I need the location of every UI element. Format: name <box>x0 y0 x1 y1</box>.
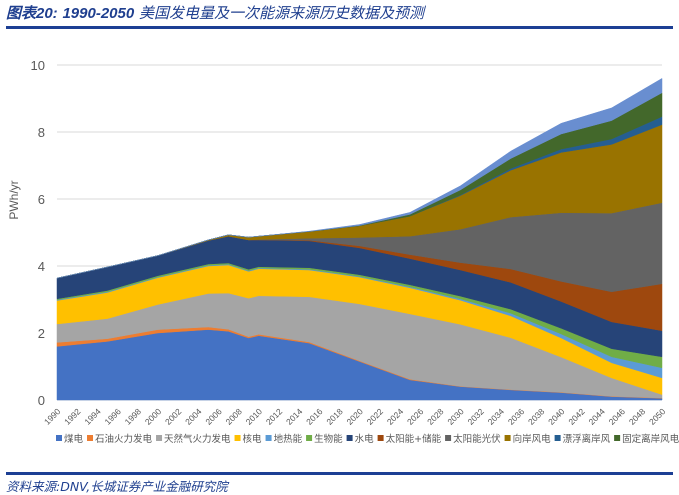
x-tick-label: 2004 <box>183 406 204 427</box>
legend-label: 天然气火力发电 <box>164 433 231 445</box>
chart-title: 图表20: 1990-2050 美国发电量及一次能源来源历史数据及预测 <box>6 2 424 23</box>
legend-label: 生物能 <box>314 433 343 445</box>
legend-label: 地热能 <box>274 433 303 445</box>
x-tick-label: 2038 <box>526 406 547 427</box>
x-tick-label: 2018 <box>324 406 345 427</box>
x-tick-label: 2002 <box>163 406 184 427</box>
title-divider <box>6 26 673 29</box>
x-tick-label: 2042 <box>566 406 587 427</box>
x-tick-label: 2010 <box>244 406 265 427</box>
x-tick-label: 2050 <box>647 406 668 427</box>
legend-swatch <box>346 435 353 441</box>
y-tick-label: 6 <box>38 192 45 207</box>
title-range: 1990-2050 <box>62 5 135 22</box>
x-tick-label: 1990 <box>42 406 63 427</box>
y-tick-label: 0 <box>38 393 45 408</box>
legend-swatch <box>377 435 384 441</box>
legend-swatch <box>56 435 62 441</box>
x-tick-label: 2046 <box>607 406 628 427</box>
legend-label: 太阳能光伏 <box>453 433 501 445</box>
y-tick-label: 2 <box>38 326 45 341</box>
legend-label: 煤电 <box>64 433 84 445</box>
title-prefix: 图表20: <box>6 5 58 22</box>
x-tick-label: 2044 <box>586 406 607 427</box>
x-tick-label: 2012 <box>264 406 285 427</box>
x-tick-label: 2040 <box>546 406 567 427</box>
legend-swatch <box>504 435 511 441</box>
legend-label: 漂浮离岸风 <box>563 433 611 445</box>
legend-label: 水电 <box>355 433 375 445</box>
title-text: 美国发电量及一次能源来源历史数据及预测 <box>138 4 424 22</box>
y-tick-label: 10 <box>31 58 45 73</box>
x-tick-label: 2028 <box>425 406 446 427</box>
legend-label: 核电 <box>243 433 263 445</box>
legend-swatch <box>87 435 94 441</box>
legend-label: 向岸风电 <box>513 433 552 445</box>
x-tick-label: 2026 <box>405 406 426 427</box>
chart-area: 0 2 4 6 8 10 1990 1992 1994 1996 1998 2000 2002 2004… <box>7 58 679 445</box>
x-tick-label: 2014 <box>284 406 305 427</box>
x-tick-label: 2008 <box>223 406 244 427</box>
x-tick-label: 2006 <box>203 406 224 427</box>
x-tick-label: 1996 <box>102 406 123 427</box>
x-tick-label: 2034 <box>486 406 507 427</box>
x-tick-label: 2032 <box>465 406 486 427</box>
y-axis-ticks: 0 2 4 6 8 10 <box>31 58 45 408</box>
x-tick-label: 2022 <box>365 406 386 427</box>
legend-swatch <box>156 435 163 441</box>
x-axis-ticks: 1990 1992 1994 1996 1998 2000 2002 2004 2006 2008… <box>42 406 668 427</box>
x-tick-label: 2048 <box>627 406 648 427</box>
legend-label: 石油火力发电 <box>95 433 153 445</box>
area-series-12 <box>56 77 663 279</box>
legend-swatch <box>614 435 621 441</box>
legend-label: 太阳能+储能 <box>386 433 442 445</box>
legend-swatch <box>265 435 272 441</box>
x-tick-label: 1998 <box>123 406 144 427</box>
source-divider <box>6 472 673 475</box>
legend: 煤电 石油火力发电 天然气火力发电 核电 地热能 生物能 水电 太阳能+储能 太阳能光伏 向岸风电… <box>56 433 679 445</box>
y-axis-label: PWh/yr <box>7 180 21 219</box>
source-note: 资料来源:DNV,长城证券产业金融研究院 <box>6 479 228 494</box>
stacked-areas <box>56 77 663 401</box>
x-tick-label: 1994 <box>82 406 103 427</box>
x-tick-label: 2016 <box>304 406 325 427</box>
legend-swatch <box>306 435 313 441</box>
x-tick-label: 2000 <box>143 406 164 427</box>
x-tick-label: 2024 <box>385 406 406 427</box>
x-tick-label: 1992 <box>62 406 83 427</box>
x-tick-label: 2036 <box>506 406 527 427</box>
legend-swatch <box>445 435 452 441</box>
legend-swatch <box>234 435 241 441</box>
x-tick-label: 2030 <box>445 406 466 427</box>
y-tick-label: 8 <box>38 125 45 140</box>
x-tick-label: 2020 <box>344 406 365 427</box>
y-tick-label: 4 <box>38 259 45 274</box>
legend-swatch <box>554 435 561 441</box>
legend-label: 固定离岸风电 <box>622 433 679 445</box>
